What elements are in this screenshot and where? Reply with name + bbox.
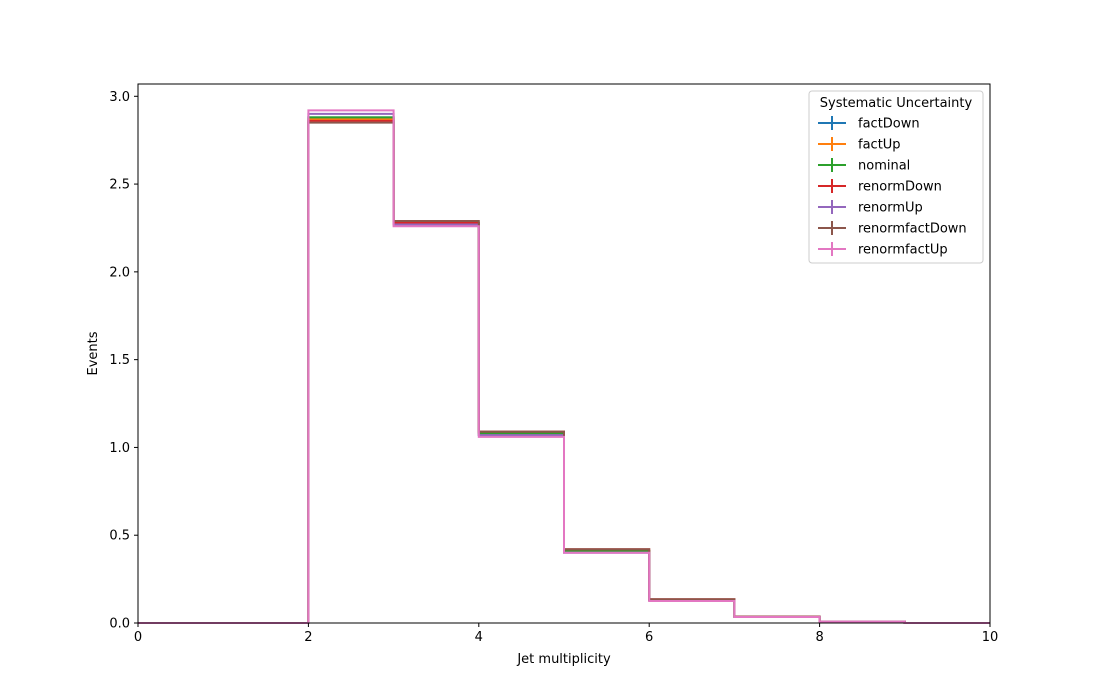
- x-tick-label: 8: [815, 630, 823, 645]
- x-axis-label: Jet multiplicity: [516, 652, 611, 667]
- legend-item-nominal: nominal: [818, 158, 910, 174]
- x-tick-label: 4: [475, 630, 483, 645]
- plot-frame: [137, 83, 991, 624]
- y-tick-label: 0.0: [109, 617, 130, 632]
- legend-label: renormUp: [858, 201, 923, 216]
- legend-label: renormfactDown: [858, 222, 967, 237]
- legend: Systematic Uncertainty factDown factUp nom…: [808, 90, 984, 264]
- legend-item-factDown: factDown: [818, 116, 920, 132]
- y-tick-label: 2.0: [109, 265, 130, 280]
- y-tick-label: 3.0: [109, 90, 130, 105]
- legend-item-renormfactDown: renormfactDown: [818, 221, 967, 237]
- legend-label: factUp: [858, 138, 901, 153]
- legend-items: factDown factUp nominal renormDown renormUp r…: [818, 116, 967, 258]
- legend-label: renormDown: [858, 180, 942, 195]
- x-tick-label: 0: [134, 630, 142, 645]
- legend-box: [808, 90, 984, 264]
- legend-title: Systematic Uncertainty: [820, 96, 973, 111]
- legend-label: renormfactUp: [858, 243, 948, 258]
- legend-label: factDown: [858, 117, 920, 132]
- series-layer: [138, 109, 990, 624]
- legend-item-factUp: factUp: [818, 137, 901, 153]
- series-line-renormfactUp: [138, 109, 990, 624]
- legend-item-renormDown: renormDown: [818, 179, 942, 195]
- x-tick-label: 10: [982, 630, 999, 645]
- y-axis-label: Events: [86, 331, 101, 375]
- x-tick-label: 2: [304, 630, 312, 645]
- y-tick-label: 0.5: [109, 529, 130, 544]
- x-axis: 0 2 4 6 8 10: [134, 623, 998, 645]
- legend-item-renormUp: renormUp: [818, 200, 923, 216]
- x-tick-label: 6: [645, 630, 653, 645]
- legend-label: nominal: [858, 159, 910, 174]
- y-tick-label: 1.0: [109, 441, 130, 456]
- y-tick-label: 2.5: [109, 178, 130, 193]
- y-tick-label: 1.5: [109, 353, 130, 368]
- legend-item-renormfactUp: renormfactUp: [818, 242, 948, 258]
- y-axis: 0.0 0.5 1.0 1.5 2.0 2.5 3.0: [109, 90, 138, 632]
